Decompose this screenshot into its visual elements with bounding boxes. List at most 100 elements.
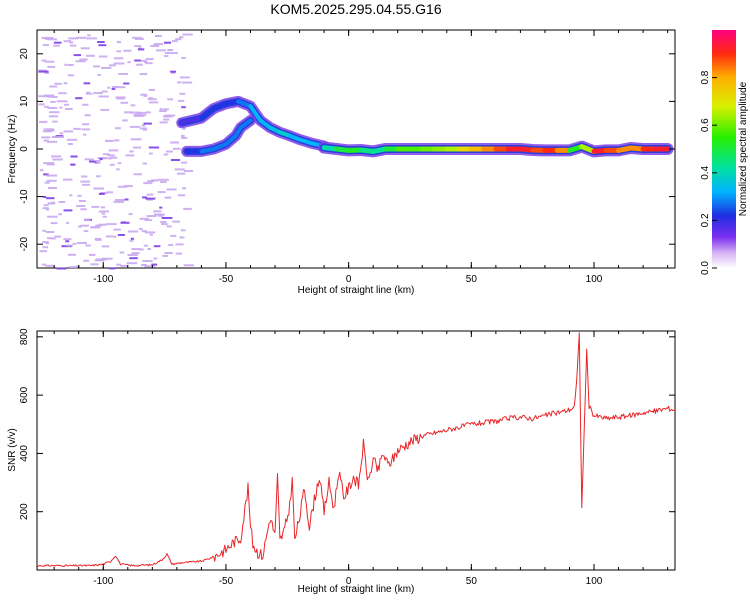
spectrogram-noise-cell — [110, 156, 118, 159]
spectrogram-noise-cell — [132, 146, 142, 149]
spectrogram-noise-cell — [50, 155, 62, 158]
spectrogram-noise-cell — [63, 40, 72, 43]
spectrogram-x-tick-label: 50 — [466, 274, 478, 285]
spectrogram-noise-cell — [128, 213, 133, 216]
spectrogram-noise-cell — [63, 130, 74, 133]
snr-series-line — [36, 332, 676, 567]
spectrogram-noise-cell — [153, 213, 165, 216]
spectrogram-noise-cell — [65, 108, 73, 110]
spectrogram-noise-cell — [46, 174, 58, 177]
spectrogram-noise-cell — [47, 95, 55, 98]
spectrogram-noise-cell — [145, 58, 154, 61]
spectrogram-noise-cell — [172, 220, 180, 223]
spectrogram-noise-cell — [163, 108, 169, 111]
spectrogram-noise-cell — [114, 139, 120, 142]
spectrogram-noise-cell — [46, 197, 55, 200]
spectrogram-noise-cell — [153, 210, 162, 213]
spectrogram-noise-cell — [45, 231, 55, 233]
spectrogram-y-ticks: -20 -10 0 10 20 — [19, 48, 675, 252]
spectrogram-noise-cell — [130, 138, 142, 141]
spectrogram-noise-cell — [129, 257, 138, 260]
spectrogram-noise-cell — [62, 178, 73, 181]
spectrogram-x-axis-label: Height of straight line (km) — [298, 285, 415, 296]
spectrogram-noise-cell — [81, 128, 91, 131]
spectrogram-noise-cell — [161, 223, 168, 226]
snr-y-tick-label: 400 — [19, 445, 30, 462]
spectrogram-y-tick-label: -20 — [19, 237, 30, 252]
spectrogram-noise-cell — [85, 92, 93, 95]
spectrogram-noise-cell — [140, 93, 147, 96]
spectrogram-noise-cell — [142, 196, 147, 199]
spectrogram-noise-cell — [53, 136, 64, 138]
spectrogram-noise-cell — [44, 94, 55, 97]
spectrogram-noise-cell — [170, 234, 177, 237]
spectrogram-noise-cell — [123, 82, 130, 85]
spectrogram-noise-cell — [176, 172, 186, 175]
spectrogram-noise-cell — [127, 230, 139, 233]
spectrogram-noise-cell — [154, 35, 162, 37]
spectrogram-noise-cell — [171, 71, 175, 74]
spectrogram-noise-cell — [77, 225, 82, 228]
spectrogram-noise-cell — [64, 63, 68, 66]
spectrogram-noise-cell — [98, 44, 107, 47]
colorbar: 0.0 0.2 0.4 0.6 0.8 Normalized spectral ampl… — [700, 30, 749, 275]
spectrogram-noise-cell — [156, 49, 166, 52]
spectrogram-noise-cell — [117, 185, 128, 188]
spectrogram-noise-cell — [148, 146, 160, 149]
spectrogram-noise-cell — [84, 114, 91, 117]
spectrogram-noise-cell — [160, 221, 167, 223]
snr-y-tick-label: 600 — [19, 386, 30, 403]
spectrogram-noise-cell — [164, 196, 172, 199]
spectrogram-noise-cell — [89, 160, 97, 163]
spectrogram-noise-cell — [44, 181, 50, 184]
spectrogram-noise-cell — [133, 113, 142, 116]
spectrogram-noise-cell — [159, 121, 168, 124]
spectrogram-noise-cell — [58, 201, 66, 203]
spectrogram-noise-cell — [68, 37, 78, 40]
spectrogram-noise-cell — [163, 41, 172, 44]
spectrogram-noise-cell — [83, 82, 91, 85]
spectrogram-noise-cell — [83, 230, 89, 233]
spectrogram-noise-cell — [171, 40, 178, 43]
spectrogram-noise-cell — [161, 217, 173, 219]
spectrogram-upper-ridge-segment — [258, 118, 273, 130]
spectrogram-noise-cell — [66, 221, 70, 224]
spectrogram-noise-cell — [124, 198, 129, 201]
spectrogram-noise-cell — [169, 141, 180, 144]
spectrogram-noise-cell — [159, 206, 163, 209]
spectrogram-noise-cell — [165, 52, 169, 54]
spectrogram-noise-cell — [149, 152, 153, 155]
spectrogram-noise-cell — [98, 210, 110, 213]
spectrogram-noise-cell — [58, 213, 62, 216]
spectrogram-upper-ridge-segment — [199, 106, 216, 121]
spectrogram-noise-cell — [146, 215, 157, 218]
spectrogram-noise-cell — [139, 217, 149, 220]
spectrogram-noise-cell — [140, 114, 147, 117]
snr-x-tick-label: 50 — [466, 576, 478, 587]
spectrogram-noise-cell — [139, 228, 143, 230]
spectrogram-noise-cell — [133, 173, 142, 176]
spectrogram-noise-cell — [87, 34, 91, 37]
spectrogram-upper-ridge-segment — [236, 99, 253, 109]
spectrogram-noise-cell — [153, 245, 161, 248]
spectrogram-noise-cell — [43, 139, 49, 142]
spectrogram-noise-cell — [172, 147, 181, 150]
spectrogram-noise-cell — [73, 127, 81, 130]
spectrogram-noise-cell — [157, 214, 164, 217]
spectrogram-noise-cell — [85, 54, 95, 57]
spectrogram-noise-cell — [144, 219, 153, 222]
spectrogram-noise-cell — [113, 200, 124, 203]
spectrogram-noise-cell — [80, 180, 91, 183]
spectrogram-noise-cell — [177, 81, 182, 84]
spectrogram-noise-cell — [102, 153, 110, 156]
spectrogram-noise-cell — [142, 162, 147, 165]
spectrogram-noise-cell — [120, 264, 128, 267]
spectrogram-noise-cell — [125, 154, 135, 157]
spectrogram-noise-cell — [113, 62, 125, 65]
spectrogram-noise-cell — [105, 139, 114, 142]
spectrogram-noise-cell — [179, 92, 186, 95]
spectrogram-noise-cell — [86, 37, 98, 40]
spectrogram-noise-cell — [179, 76, 190, 79]
spectrogram-noise-cell — [148, 101, 159, 104]
snr-y-tick-label: 800 — [19, 328, 30, 345]
